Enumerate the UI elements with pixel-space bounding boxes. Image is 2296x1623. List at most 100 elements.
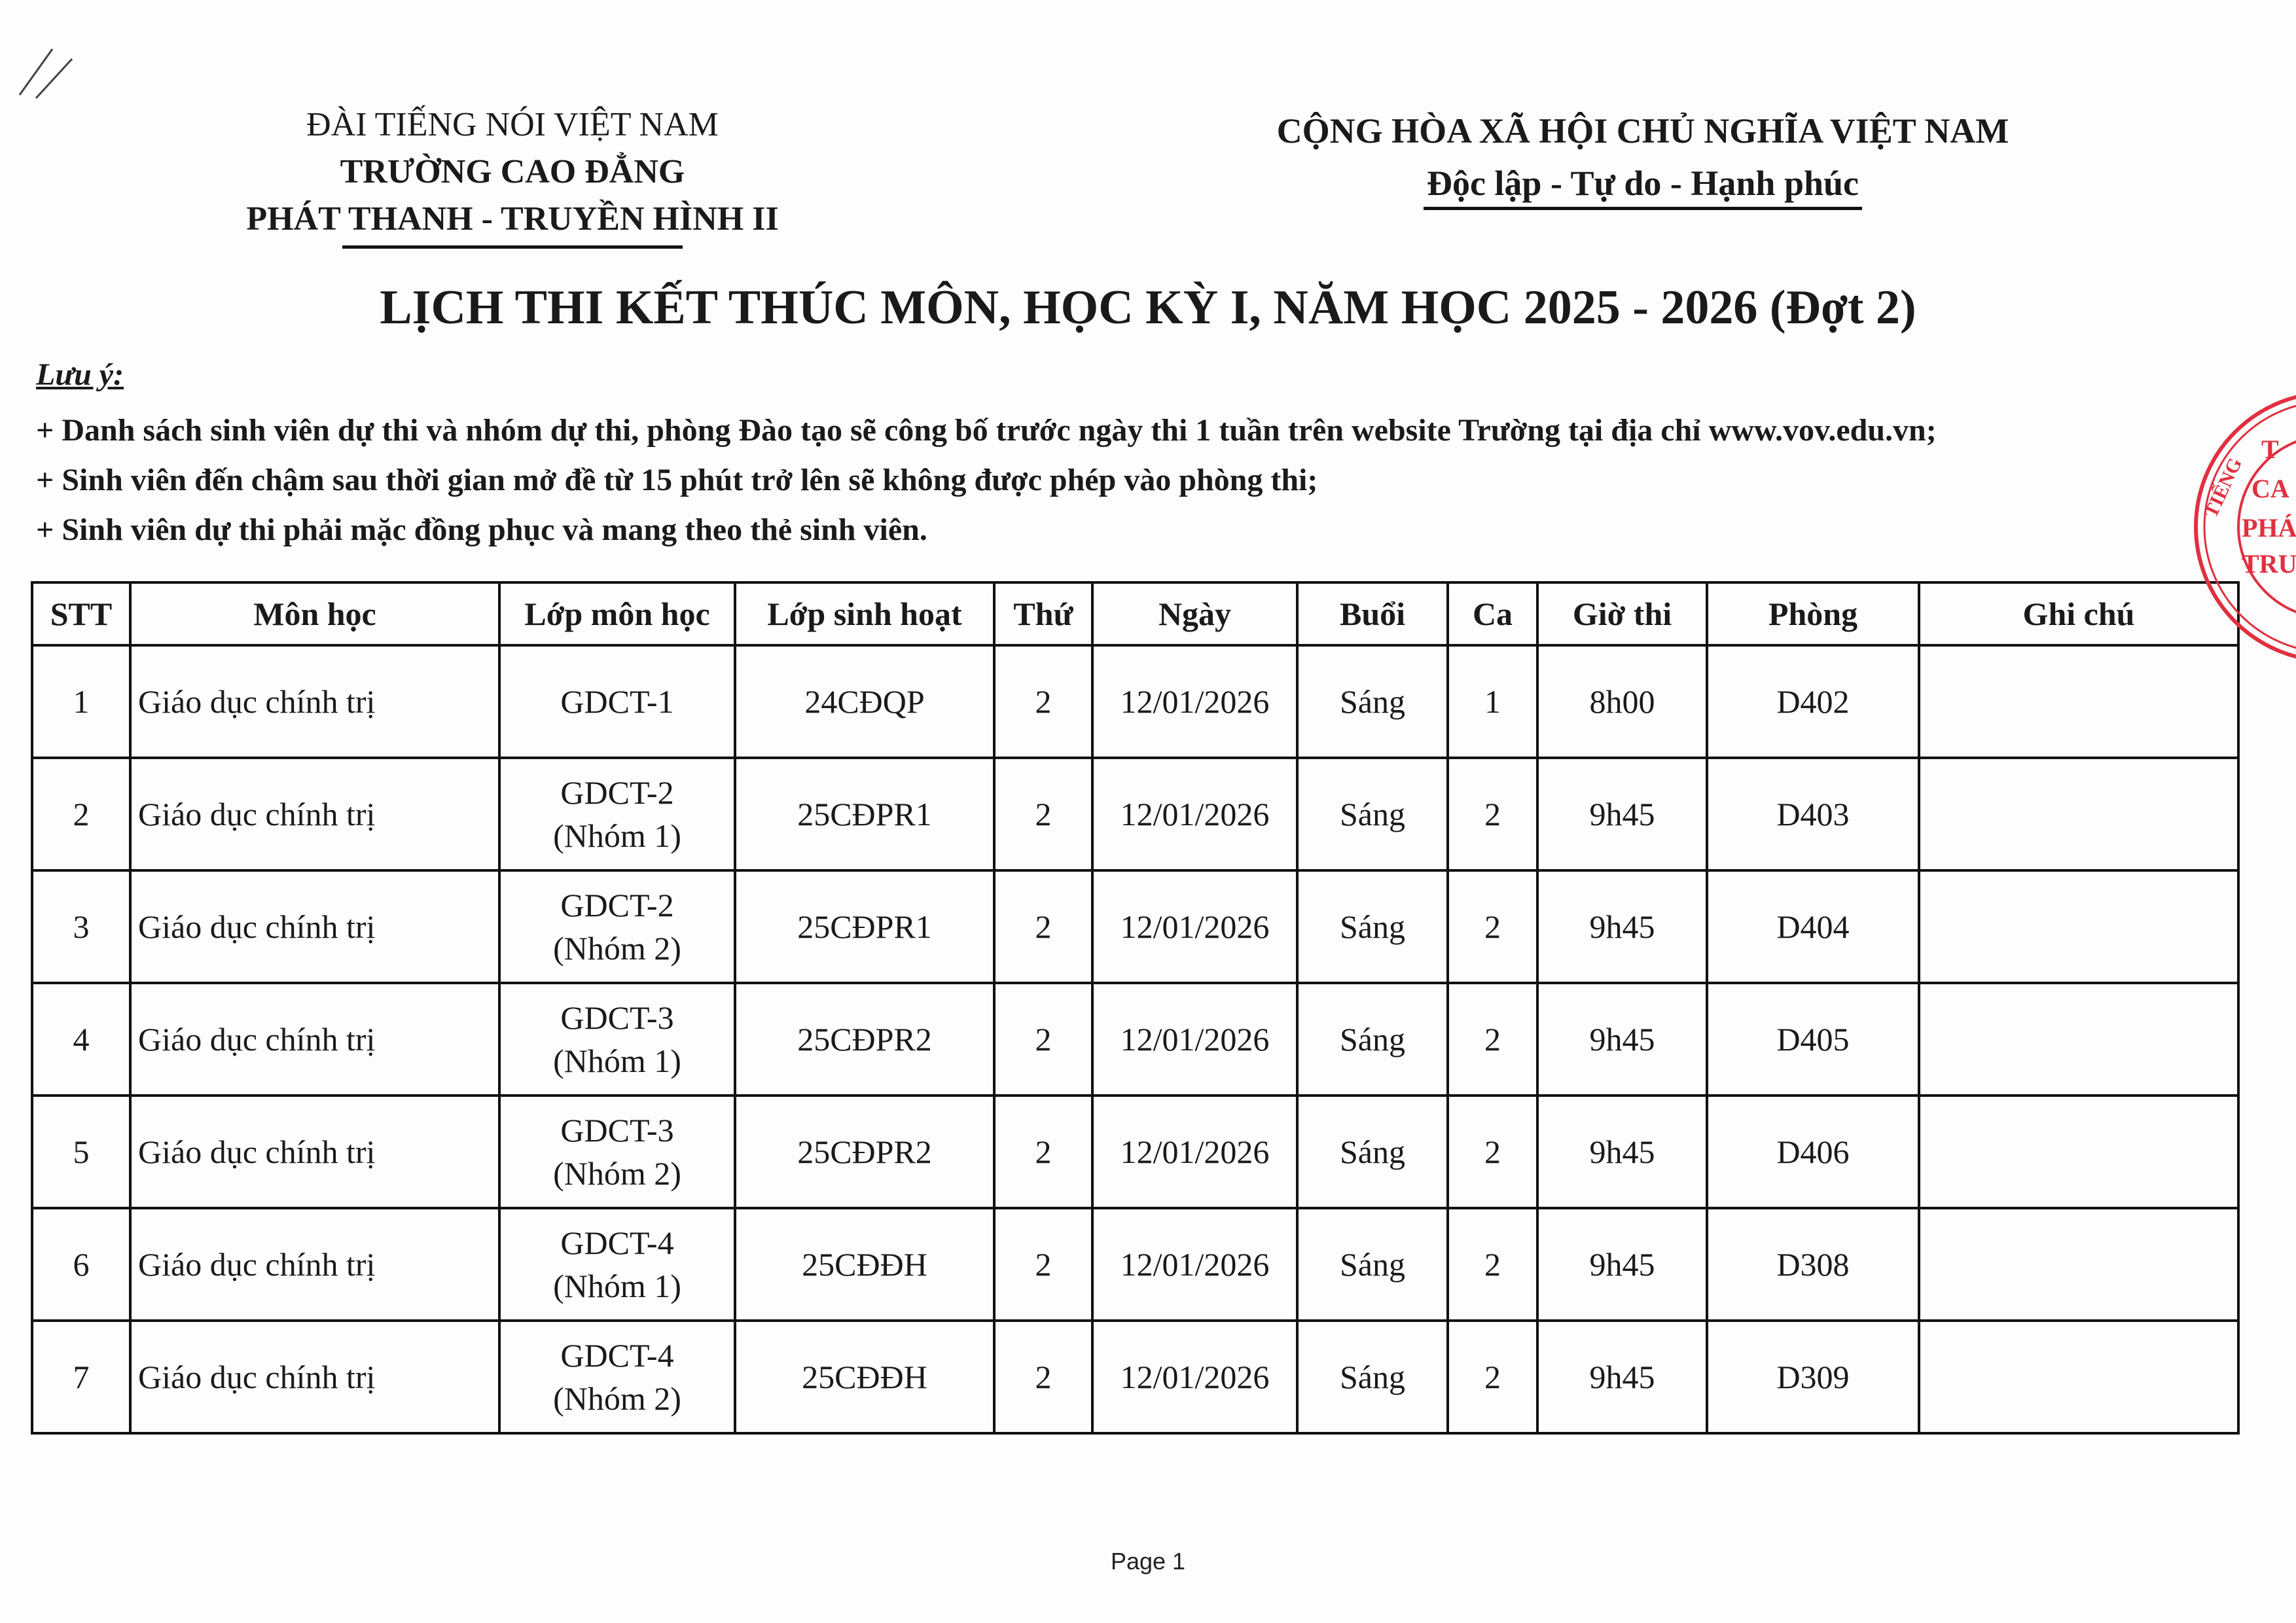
cell-course-class: GDCT-2 (Nhóm 1) bbox=[498, 757, 736, 872]
column-header: Ngày bbox=[1091, 581, 1299, 647]
cell-weekday: 2 bbox=[993, 869, 1094, 984]
issuer-school-line2: PHÁT THANH - TRUYỀN HÌNH II bbox=[246, 200, 779, 238]
table-row: 5 Giáo dục chính trị GDCT-3 (Nhóm 2) 25CĐPR2… bbox=[31, 1094, 2240, 1209]
cell-home-class: 25CĐPR2 bbox=[734, 1094, 996, 1209]
divider bbox=[1424, 207, 1862, 210]
cell-subject: Giáo dục chính trị bbox=[129, 757, 501, 872]
cell-stt: 7 bbox=[31, 1319, 132, 1435]
issuer-school-line1: TRƯỜNG CAO ĐẲNG bbox=[340, 153, 685, 190]
cell-weekday: 2 bbox=[993, 982, 1094, 1097]
cell-session: Sáng bbox=[1296, 982, 1449, 1097]
cell-date: 12/01/2026 bbox=[1091, 1207, 1299, 1322]
column-header: Ghi chú bbox=[1918, 581, 2240, 647]
course-class-line: GDCT-1 bbox=[560, 683, 674, 720]
stamp-text: T bbox=[2261, 435, 2279, 464]
cell-room: D405 bbox=[1706, 982, 1920, 1097]
course-class-line: (Nhóm 2) bbox=[553, 1155, 681, 1192]
cell-weekday: 2 bbox=[993, 1319, 1094, 1435]
country-name: CỘNG HÒA XÃ HỘI CHỦ NGHĨA VIỆT NAM bbox=[1276, 111, 2009, 151]
cell-home-class: 24CĐQP bbox=[734, 644, 996, 759]
cell-session: Sáng bbox=[1296, 644, 1449, 759]
cell-home-class: 25CĐPR1 bbox=[734, 757, 996, 872]
cell-time: 9h45 bbox=[1536, 1094, 1708, 1209]
column-header: Thứ bbox=[993, 581, 1094, 647]
cell-stt: 3 bbox=[31, 869, 132, 984]
cell-shift: 2 bbox=[1446, 1094, 1539, 1209]
cell-stt: 6 bbox=[31, 1207, 132, 1322]
cell-date: 12/01/2026 bbox=[1091, 1319, 1299, 1435]
cell-subject: Giáo dục chính trị bbox=[129, 869, 501, 984]
stamp-text: TRU bbox=[2242, 549, 2296, 579]
note-item: + Danh sách sinh viên dự thi và nhóm dự … bbox=[36, 413, 1937, 448]
cell-session: Sáng bbox=[1296, 1207, 1449, 1322]
course-class-line: GDCT-4 bbox=[560, 1224, 674, 1261]
motto: Độc lập - Tự do - Hạnh phúc bbox=[1426, 164, 1859, 203]
issuer-block: ĐÀI TIẾNG NÓI VIỆT NAM TRƯỜNG CAO ĐẲNG P… bbox=[196, 101, 829, 249]
cell-shift: 2 bbox=[1446, 757, 1539, 872]
cell-date: 12/01/2026 bbox=[1091, 1094, 1299, 1209]
table-row: 6 Giáo dục chính trị GDCT-4 (Nhóm 1) 25CĐĐH 2… bbox=[31, 1207, 2240, 1322]
cell-home-class: 25CĐĐH bbox=[734, 1207, 996, 1322]
cell-course-class: GDCT-1 bbox=[498, 644, 736, 759]
cell-room: D403 bbox=[1706, 757, 1920, 872]
course-class-line: (Nhóm 1) bbox=[553, 817, 681, 854]
cell-date: 12/01/2026 bbox=[1091, 869, 1299, 984]
cell-note bbox=[1918, 757, 2240, 872]
cell-weekday: 2 bbox=[993, 644, 1094, 759]
note-item: + Sinh viên đến chậm sau thời gian mở đề… bbox=[36, 463, 1318, 497]
cell-session: Sáng bbox=[1296, 869, 1449, 984]
column-header: Lớp sinh hoạt bbox=[734, 581, 996, 647]
cell-course-class: GDCT-4 (Nhóm 2) bbox=[498, 1319, 736, 1435]
course-class-line: GDCT-2 bbox=[560, 887, 674, 923]
cell-subject: Giáo dục chính trị bbox=[129, 1319, 501, 1435]
cell-shift: 2 bbox=[1446, 1207, 1539, 1322]
cell-course-class: GDCT-4 (Nhóm 1) bbox=[498, 1207, 736, 1322]
column-header: Lớp môn học bbox=[498, 581, 736, 647]
pen-scribble bbox=[18, 48, 73, 99]
cell-note bbox=[1918, 1207, 2240, 1322]
column-header: Buổi bbox=[1296, 581, 1449, 647]
issuer-agency: ĐÀI TIẾNG NÓI VIỆT NAM bbox=[306, 106, 719, 143]
page-number: Page 1 bbox=[1110, 1548, 1186, 1575]
cell-shift: 2 bbox=[1446, 869, 1539, 984]
page-title: LỊCH THI KẾT THÚC MÔN, HỌC KỲ I, NĂM HỌC… bbox=[380, 281, 1916, 334]
table-row: 2 Giáo dục chính trị GDCT-2 (Nhóm 1) 25CĐPR1… bbox=[31, 757, 2240, 872]
column-header: Giờ thi bbox=[1536, 581, 1708, 647]
cell-stt: 2 bbox=[31, 757, 132, 872]
cell-subject: Giáo dục chính trị bbox=[129, 644, 501, 759]
cell-room: D406 bbox=[1706, 1094, 1920, 1209]
cell-note bbox=[1918, 982, 2240, 1097]
official-stamp: T CA PHÁ TRU TIẾNG bbox=[2194, 395, 2296, 659]
table-row: 3 Giáo dục chính trị GDCT-2 (Nhóm 2) 25CĐPR1… bbox=[31, 869, 2240, 984]
table-row: 7 Giáo dục chính trị GDCT-4 (Nhóm 2) 25CĐĐH 2… bbox=[31, 1319, 2240, 1435]
course-class-line: GDCT-2 bbox=[560, 774, 674, 811]
cell-time: 9h45 bbox=[1536, 757, 1708, 872]
cell-room: D402 bbox=[1706, 644, 1920, 759]
cell-time: 8h00 bbox=[1536, 644, 1708, 759]
cell-stt: 1 bbox=[31, 644, 132, 759]
column-header: Môn học bbox=[129, 581, 501, 647]
cell-course-class: GDCT-2 (Nhóm 2) bbox=[498, 869, 736, 984]
cell-room: D404 bbox=[1706, 869, 1920, 984]
cell-note bbox=[1918, 1094, 2240, 1209]
cell-stt: 5 bbox=[31, 1094, 132, 1209]
cell-time: 9h45 bbox=[1536, 1319, 1708, 1435]
cell-home-class: 25CĐPR1 bbox=[734, 869, 996, 984]
cell-weekday: 2 bbox=[993, 1094, 1094, 1209]
cell-weekday: 2 bbox=[993, 1207, 1094, 1322]
cell-home-class: 25CĐPR2 bbox=[734, 982, 996, 1097]
column-header: Phòng bbox=[1706, 581, 1920, 647]
cell-stt: 4 bbox=[31, 982, 132, 1097]
cell-subject: Giáo dục chính trị bbox=[129, 982, 501, 1097]
cell-session: Sáng bbox=[1296, 757, 1449, 872]
cell-weekday: 2 bbox=[993, 757, 1094, 872]
cell-session: Sáng bbox=[1296, 1319, 1449, 1435]
cell-date: 12/01/2026 bbox=[1091, 982, 1299, 1097]
stamp-text: PHÁ bbox=[2242, 513, 2296, 543]
notes-list: + Danh sách sinh viên dự thi và nhóm dự … bbox=[36, 406, 1937, 555]
cell-subject: Giáo dục chính trị bbox=[129, 1094, 501, 1209]
cell-note bbox=[1918, 644, 2240, 759]
course-class-line: (Nhóm 2) bbox=[553, 1380, 681, 1417]
cell-time: 9h45 bbox=[1536, 869, 1708, 984]
note-item: + Sinh viên dự thi phải mặc đồng phục và… bbox=[36, 512, 927, 547]
